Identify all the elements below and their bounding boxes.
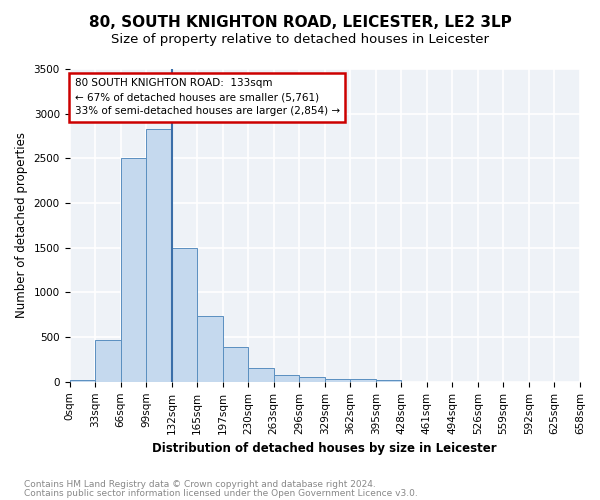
Bar [70, 380, 95, 382]
Text: Contains public sector information licensed under the Open Government Licence v3: Contains public sector information licen… [24, 489, 418, 498]
Bar [248, 368, 274, 382]
Bar [299, 377, 325, 382]
Bar [95, 340, 121, 382]
Bar [197, 316, 223, 382]
Bar [172, 248, 197, 382]
Y-axis label: Number of detached properties: Number of detached properties [15, 132, 28, 318]
Bar [223, 347, 248, 382]
Text: 80, SOUTH KNIGHTON ROAD, LEICESTER, LE2 3LP: 80, SOUTH KNIGHTON ROAD, LEICESTER, LE2 … [89, 15, 511, 30]
Bar [146, 129, 172, 382]
Text: 80 SOUTH KNIGHTON ROAD:  133sqm
← 67% of detached houses are smaller (5,761)
33%: 80 SOUTH KNIGHTON ROAD: 133sqm ← 67% of … [74, 78, 340, 116]
Bar [350, 379, 376, 382]
Text: Contains HM Land Registry data © Crown copyright and database right 2024.: Contains HM Land Registry data © Crown c… [24, 480, 376, 489]
X-axis label: Distribution of detached houses by size in Leicester: Distribution of detached houses by size … [152, 442, 497, 455]
Bar [274, 374, 299, 382]
Bar [376, 380, 401, 382]
Text: Size of property relative to detached houses in Leicester: Size of property relative to detached ho… [111, 32, 489, 46]
Bar [325, 378, 350, 382]
Bar [121, 158, 146, 382]
